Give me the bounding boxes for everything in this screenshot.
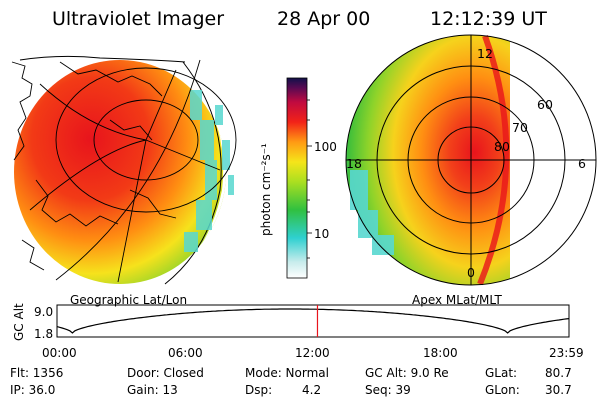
header-date: 28 Apr 00	[277, 8, 371, 30]
orbit-ytick-bottom: 1.8	[34, 327, 54, 341]
ip-value: IP: 36.0	[10, 383, 56, 397]
mlt-label-12: 12	[477, 46, 493, 61]
mlat-label-80: 80	[494, 139, 510, 154]
glat-label: GLat:	[485, 366, 518, 380]
orbit-ylabel: GC Alt	[12, 303, 26, 341]
mlat-label-60: 60	[537, 97, 553, 112]
orbit-altitude-chart	[56, 304, 570, 338]
mlat-label-70: 70	[512, 120, 528, 135]
gain-value: Gain: 13	[127, 383, 178, 397]
orbit-ytick-top: 9.0	[34, 305, 54, 319]
gc-alt-value: GC Alt: 9.0 Re	[365, 366, 449, 380]
dsp-label: Dsp:	[245, 383, 273, 397]
colorbar-unit-label: photon cm⁻²s⁻¹	[259, 143, 273, 236]
orbit-xtick-0: 00:00	[42, 346, 77, 360]
orbit-xtick-3: 18:00	[423, 346, 458, 360]
mode-value: Mode: Normal	[245, 366, 329, 380]
door-status: Door: Closed	[127, 366, 204, 380]
app-title: Ultraviolet Imager	[52, 8, 225, 30]
colorbar-tick-100: 100	[314, 140, 337, 154]
colorbar-tick-10: 10	[314, 227, 330, 241]
sequence-value: Seq: 39	[365, 383, 411, 397]
orbit-xtick-2: 12:00	[295, 346, 330, 360]
mlt-label-6: 6	[578, 156, 586, 171]
header-time: 12:12:39 UT	[430, 8, 547, 30]
left-panel-caption: Geographic Lat/Lon	[70, 293, 188, 307]
mlt-label-0: 0	[467, 265, 475, 280]
right-panel-caption: Apex MLat/MLT	[412, 293, 502, 307]
orbit-frame	[56, 304, 570, 338]
glon-value: 30.7	[545, 383, 572, 397]
orbit-xtick-4: 23:59	[549, 346, 584, 360]
orbit-xtick-1: 06:00	[168, 346, 203, 360]
colorbar	[286, 77, 308, 279]
dsp-value: 4.2	[302, 383, 322, 397]
flight-number: Flt: 1356	[10, 366, 64, 380]
glat-value: 80.7	[545, 366, 572, 380]
glon-label: GLon:	[485, 383, 520, 397]
orbit-curve	[56, 308, 570, 334]
mlt-label-18: 18	[346, 156, 362, 171]
